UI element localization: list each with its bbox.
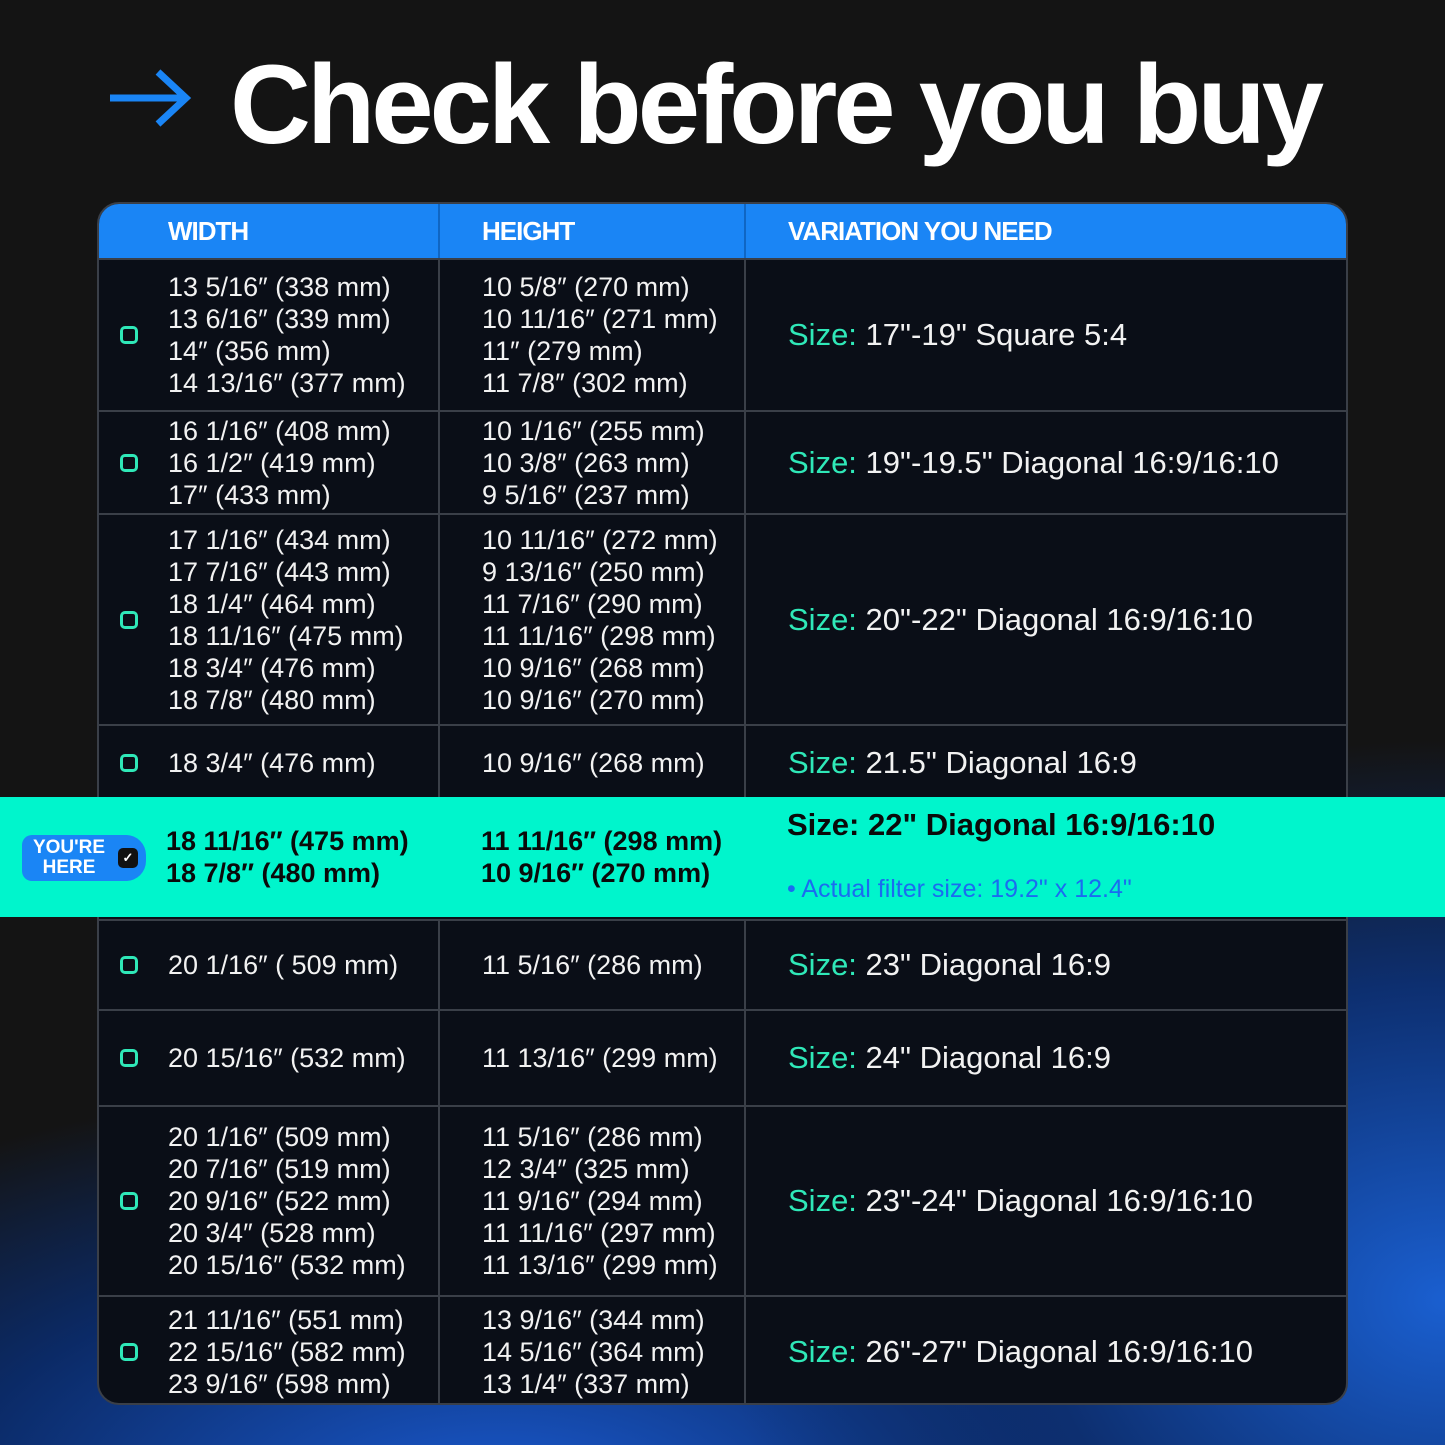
checkbox[interactable] xyxy=(120,610,138,629)
size-label: Size: xyxy=(788,444,857,480)
size-label: Size: xyxy=(788,1183,857,1218)
header-height: HEIGHT xyxy=(482,216,575,246)
height-values: 11 5/16″ (286 mm) 12 3/4″ (325 mm) 11 9/… xyxy=(482,1122,718,1280)
current-height: 11 11/16″ (298 mm) 10 9/16″ (270 mm) xyxy=(481,826,723,888)
header-variation: VARIATION YOU NEED xyxy=(788,216,1053,246)
checkbox[interactable] xyxy=(120,956,138,974)
size-label: Size: xyxy=(788,317,857,352)
size-label: Size: xyxy=(788,1040,857,1075)
table-row[interactable]: 20 1/16″ (509 mm) 20 7/16″ (519 mm) 20 9… xyxy=(99,1105,1346,1295)
size-variation: Size: 26"-27" Diagonal 16:9/16:10 xyxy=(788,1334,1253,1369)
checkbox[interactable] xyxy=(120,453,138,472)
table-header: WIDTH HEIGHT VARIATION YOU NEED xyxy=(99,204,1346,258)
width-values: 20 15/16″ (532 mm) xyxy=(168,1043,406,1073)
table-row[interactable]: 17 1/16″ (434 mm) 17 7/16″ (443 mm) 18 1… xyxy=(99,513,1346,724)
size-label: Size: xyxy=(788,1334,857,1369)
height-values: 10 9/16″ (268 mm) xyxy=(482,747,705,778)
table-row[interactable]: 16 1/16″ (408 mm) 16 1/2″ (419 mm) 17″ (… xyxy=(99,410,1346,513)
height-values: 11 5/16″ (286 mm) xyxy=(482,950,703,980)
checkbox[interactable] xyxy=(120,1192,138,1210)
height-values: 10 11/16″ (272 mm) 9 13/16″ (250 mm) 11 … xyxy=(482,524,718,715)
width-values: 20 1/16″ (509 mm) 20 7/16″ (519 mm) 20 9… xyxy=(168,1122,406,1280)
height-values: 10 5/8″ (270 mm) 10 11/16″ (271 mm) 11″ … xyxy=(482,272,718,398)
current-row-highlight: YOU'RE HERE ✓ 18 11/16″ (475 mm) 18 7/8″ … xyxy=(0,797,1445,917)
size-variation: Size: 23"-24" Diagonal 16:9/16:10 xyxy=(788,1183,1253,1218)
size-variation: Size: 21.5" Diagonal 16:9 xyxy=(788,744,1137,780)
height-values: 11 13/16″ (299 mm) xyxy=(482,1043,718,1073)
width-values: 18 3/4″ (476 mm) xyxy=(168,747,376,778)
size-variation: Size: 20"-22" Diagonal 16:9/16:10 xyxy=(788,601,1253,637)
size-variation: Size: 24" Diagonal 16:9 xyxy=(788,1040,1111,1075)
youre-here-badge: YOU'RE HERE ✓ xyxy=(22,835,146,881)
header-width: WIDTH xyxy=(168,216,249,246)
size-label: Size: xyxy=(788,947,857,982)
checkbox[interactable] xyxy=(120,326,138,344)
table-row[interactable]: 21 11/16″ (551 mm) 22 15/16″ (582 mm) 23… xyxy=(99,1295,1346,1403)
current-width: 18 11/16″ (475 mm) 18 7/8″ (480 mm) xyxy=(166,826,409,888)
current-size: Size: 22" Diagonal 16:9/16:10 xyxy=(787,807,1216,842)
arrow-right-icon xyxy=(110,69,192,127)
width-values: 13 5/16″ (338 mm) 13 6/16″ (339 mm) 14″ … xyxy=(168,272,406,398)
table-row[interactable]: 13 5/16″ (338 mm) 13 6/16″ (339 mm) 14″ … xyxy=(99,258,1346,410)
width-values: 21 11/16″ (551 mm) 22 15/16″ (582 mm) 23… xyxy=(168,1305,406,1399)
checkbox[interactable] xyxy=(120,1049,138,1067)
checkbox[interactable] xyxy=(120,1343,138,1361)
size-variation: Size: 19"-19.5" Diagonal 16:9/16:10 xyxy=(788,444,1279,480)
height-values: 13 9/16″ (344 mm) 14 5/16″ (364 mm) 13 1… xyxy=(482,1305,705,1399)
width-values: 16 1/16″ (408 mm) 16 1/2″ (419 mm) 17″ (… xyxy=(168,415,391,510)
table-row[interactable]: 18 3/4″ (476 mm) 10 9/16″ (268 mm) Size:… xyxy=(99,724,1346,799)
height-values: 10 1/16″ (255 mm) 10 3/8″ (263 mm) 9 5/1… xyxy=(482,415,705,510)
checkbox[interactable] xyxy=(120,753,138,772)
width-values: 20 1/16″ ( 509 mm) xyxy=(168,950,399,980)
table-row[interactable]: 20 1/16″ ( 509 mm) 11 5/16″ (286 mm) Siz… xyxy=(99,919,1346,1009)
width-values: 17 1/16″ (434 mm) 17 7/16″ (443 mm) 18 1… xyxy=(168,524,404,715)
size-variation: Size: 17"-19" Square 5:4 xyxy=(788,317,1128,352)
table-row[interactable]: 20 15/16″ (532 mm) 11 13/16″ (299 mm) Si… xyxy=(99,1009,1346,1105)
size-label: Size: xyxy=(788,744,857,780)
check-icon: ✓ xyxy=(118,848,138,868)
size-variation: Size: 23" Diagonal 16:9 xyxy=(788,947,1111,982)
size-label: Size: xyxy=(788,601,857,637)
current-filter-note: • Actual filter size: 19.2" x 12.4" xyxy=(787,875,1132,903)
page-title: Check before you buy xyxy=(230,42,1324,167)
